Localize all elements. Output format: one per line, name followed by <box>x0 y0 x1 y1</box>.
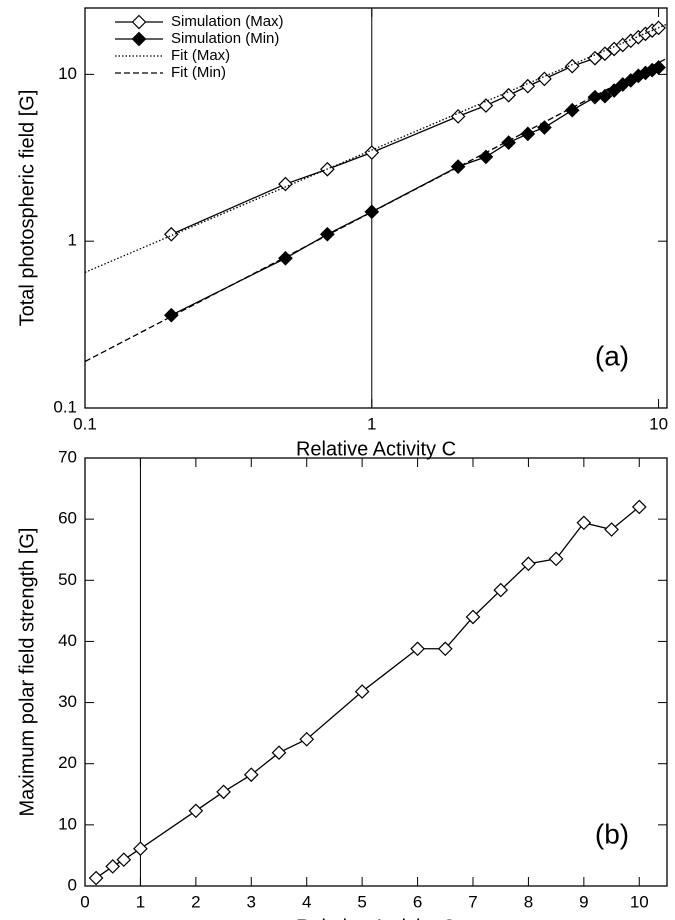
x-tick-label: 4 <box>302 892 311 911</box>
y-tick-label: 50 <box>58 570 77 589</box>
y-axis-label: Maximum polar field strength [G] <box>16 528 38 817</box>
data-point <box>478 149 494 165</box>
data-point <box>606 83 622 98</box>
y-tick-label: 70 <box>58 447 77 466</box>
y-tick-label: 60 <box>58 509 77 528</box>
x-tick-label: 9 <box>579 892 588 911</box>
panel-label: (a) <box>595 340 629 371</box>
data-point <box>278 250 293 266</box>
y-tick-label: 40 <box>58 631 77 650</box>
data-point <box>216 784 231 800</box>
x-tick-label: 10 <box>649 414 668 433</box>
y-tick-label: 0 <box>68 875 77 894</box>
data-point <box>537 71 552 87</box>
legend-label: Fit (Min) <box>171 64 226 81</box>
data-point <box>105 859 121 874</box>
data-point <box>278 176 293 192</box>
data-point <box>410 641 425 657</box>
legend-marker <box>131 31 147 47</box>
data-point <box>597 46 613 62</box>
data-point <box>437 641 453 657</box>
data-point <box>450 159 466 174</box>
x-axis-label: Relative Activity C <box>296 438 456 460</box>
data-point <box>354 684 370 699</box>
x-tick-label: 1 <box>136 892 145 911</box>
data-point <box>597 88 613 104</box>
data-point <box>133 841 148 857</box>
y-tick-label: 20 <box>58 753 77 772</box>
legend-label: Fit (Max) <box>171 47 230 64</box>
data-point <box>116 852 132 868</box>
data-point <box>271 745 287 761</box>
data-point <box>299 731 315 747</box>
plot-frame <box>84 457 668 887</box>
x-tick-label: 0.1 <box>73 414 97 433</box>
plot-frame <box>84 7 668 409</box>
data-point <box>188 803 204 819</box>
data-point <box>88 870 104 886</box>
data-point <box>163 307 179 323</box>
series-line <box>171 66 659 316</box>
plot: 0 1 2 3 4 5 6 7 8 9 10 0 10 20 30 40 50 60 70 Relative Acti… <box>16 447 668 920</box>
legend-marker <box>131 14 147 30</box>
x-tick-label: 8 <box>524 892 533 911</box>
panel-label: (b) <box>595 818 629 849</box>
y-tick-label: 0.1 <box>53 397 77 416</box>
data-point <box>163 226 179 242</box>
data-point <box>364 145 380 160</box>
y-tick-label: 10 <box>58 814 77 833</box>
plot: 0.1 1 10 0.1 1 10 Relative Activity C Total pho… <box>16 7 668 460</box>
data-point <box>548 551 564 567</box>
data-point <box>478 98 494 113</box>
legend-label: Simulation (Max) <box>171 13 284 30</box>
y-tick-label: 10 <box>58 64 77 83</box>
x-tick-label: 7 <box>468 892 477 911</box>
x-tick-label: 6 <box>413 892 422 911</box>
data-point <box>537 120 552 135</box>
data-point <box>564 102 580 118</box>
y-axis-label: Total photospheric field [G] <box>16 90 38 327</box>
data-point <box>521 556 536 572</box>
x-axis-label: Relative Activity C <box>296 916 456 920</box>
series-line <box>85 23 667 273</box>
x-tick-label: 1 <box>367 414 376 433</box>
x-tick-label: 3 <box>247 892 256 911</box>
y-tick-label: 30 <box>58 692 77 711</box>
data-point <box>576 515 592 531</box>
data-point <box>243 767 259 783</box>
x-tick-label: 0 <box>80 892 89 911</box>
x-tick-label: 5 <box>357 892 366 911</box>
data-point <box>520 78 536 94</box>
data-point <box>604 522 619 537</box>
x-tick-label: 10 <box>630 892 649 911</box>
data-point <box>631 499 647 515</box>
y-tick-label: 1 <box>68 231 77 250</box>
data-point <box>320 226 335 242</box>
data-point <box>450 109 466 124</box>
data-point <box>493 582 509 598</box>
data-point <box>520 126 536 142</box>
series-line <box>85 57 667 363</box>
data-point <box>465 609 481 625</box>
data-point <box>501 135 516 150</box>
data-point <box>501 87 516 103</box>
x-tick-label: 2 <box>191 892 200 911</box>
legend-label: Simulation (Min) <box>171 30 279 47</box>
series-line <box>171 27 659 235</box>
data-point <box>564 58 580 74</box>
data-point <box>364 204 380 220</box>
